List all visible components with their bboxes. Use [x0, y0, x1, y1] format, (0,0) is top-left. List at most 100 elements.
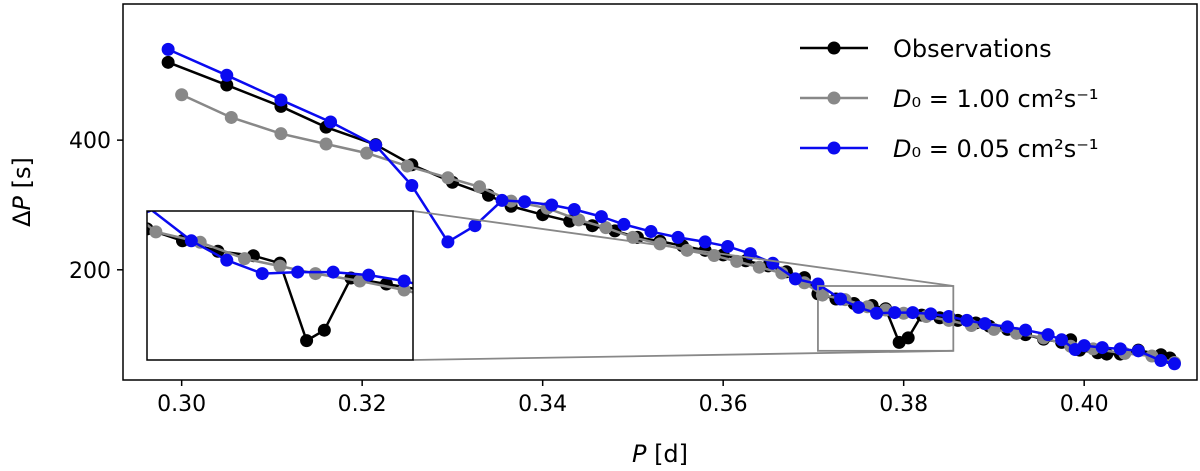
inset-data-point — [646, 351, 659, 364]
data-point — [834, 292, 847, 306]
data-point — [224, 110, 238, 124]
inset-series-observations — [43, 158, 845, 383]
data-point — [1131, 344, 1145, 358]
data-point — [567, 203, 581, 216]
inset-data-point — [735, 361, 748, 374]
inset-data-point — [255, 267, 269, 281]
data-point — [468, 219, 482, 233]
legend-marker — [827, 41, 841, 55]
inset-data-point — [708, 361, 721, 374]
inset-data-point — [415, 283, 428, 296]
inset-background — [147, 211, 413, 360]
inset-data-point — [52, 152, 65, 165]
legend-item-d0-0-05: D₀ = 0.05 cm²s⁻¹ — [800, 135, 1099, 163]
data-point — [1000, 320, 1014, 334]
inset-data-point — [326, 265, 340, 279]
zoom-region — [412, 210, 955, 361]
data-point — [1019, 323, 1033, 337]
data-point — [811, 277, 825, 291]
inset-series-d0-0-05 — [52, 152, 712, 364]
inset-series-line-observations — [147, 226, 413, 342]
data-point — [942, 309, 956, 323]
x-tick-label: 0.40 — [1060, 392, 1109, 417]
inset-data-point — [841, 380, 854, 393]
data-point — [901, 331, 915, 345]
data-point — [852, 300, 866, 314]
data-point — [960, 313, 974, 327]
data-point — [518, 195, 532, 209]
inset-data-point — [814, 362, 827, 375]
y-axis-label: ΔP [s] — [8, 157, 36, 227]
y-tick-label: 400 — [69, 129, 111, 154]
legend-item-observations: Observations — [800, 35, 1052, 63]
data-point — [369, 138, 383, 152]
inset-data-point — [593, 316, 606, 329]
inset-data-point — [433, 283, 446, 296]
zoom-rectangle — [817, 285, 955, 352]
data-point — [1154, 354, 1168, 368]
zoom-connector-bottom — [412, 349, 954, 361]
data-point — [978, 317, 992, 331]
inset-data-point — [699, 346, 712, 359]
data-point — [1055, 333, 1069, 347]
inset-data-point — [308, 267, 322, 281]
data-point — [870, 306, 884, 320]
data-point — [319, 137, 333, 151]
data-point — [788, 272, 802, 286]
inset-data-point — [637, 328, 650, 341]
inset-data-point — [149, 225, 163, 239]
inset-data-point — [619, 334, 632, 347]
inset-data-point — [317, 323, 331, 337]
inset-data-point — [220, 253, 234, 267]
inset-data-point — [584, 324, 597, 337]
data-point — [161, 55, 175, 69]
data-point — [671, 230, 685, 244]
inset-series-d0-1-00 — [114, 197, 854, 393]
plot-frame — [122, 3, 1198, 381]
data-point — [274, 93, 288, 107]
data-point — [1077, 339, 1091, 353]
inset-data-point — [43, 158, 56, 171]
data-point — [360, 146, 374, 160]
data-point — [161, 42, 175, 56]
data-point — [400, 159, 414, 173]
x-tick-label: 0.36 — [699, 392, 748, 417]
inset-data-point — [832, 370, 845, 383]
data-point — [599, 221, 613, 235]
inset-data-point — [548, 316, 561, 329]
data-point — [175, 88, 189, 102]
legend-label: Observations — [893, 35, 1052, 63]
inset-data-point — [184, 234, 198, 248]
data-point — [594, 210, 608, 224]
inset-plot — [43, 152, 854, 393]
inset-data-point — [78, 172, 91, 185]
data-point — [441, 235, 455, 249]
legend-marker — [827, 91, 841, 105]
inset-data-point — [743, 359, 756, 372]
x-tick-label: 0.38 — [879, 392, 928, 417]
inset-data-point — [114, 197, 127, 210]
inset-series-line-d0-1-00 — [147, 223, 413, 294]
legend-item-d0-1-00: D₀ = 1.00 cm²s⁻¹ — [800, 85, 1099, 113]
inset-frame — [146, 210, 414, 361]
x-axis-label: P [d] — [632, 440, 688, 468]
legend-marker — [827, 141, 841, 155]
data-point — [752, 260, 766, 274]
data-point — [1113, 342, 1127, 356]
data-point — [775, 266, 789, 280]
data-point — [888, 306, 902, 320]
inset-data-point — [397, 274, 411, 288]
x-tick-label: 0.32 — [338, 392, 387, 417]
inset-data-point — [690, 358, 703, 371]
inset-data-point — [513, 304, 526, 317]
zoom-connector-top — [412, 210, 954, 287]
inset-series-line-d0-0-05 — [150, 211, 413, 285]
inset-data-point — [291, 265, 305, 279]
data-point — [1167, 357, 1181, 371]
data-point — [707, 249, 721, 263]
data-point — [473, 180, 486, 194]
data-point — [617, 217, 631, 231]
inset-data-point — [469, 291, 482, 304]
series-d0-0-05 — [161, 42, 1181, 371]
data-point — [220, 68, 234, 82]
